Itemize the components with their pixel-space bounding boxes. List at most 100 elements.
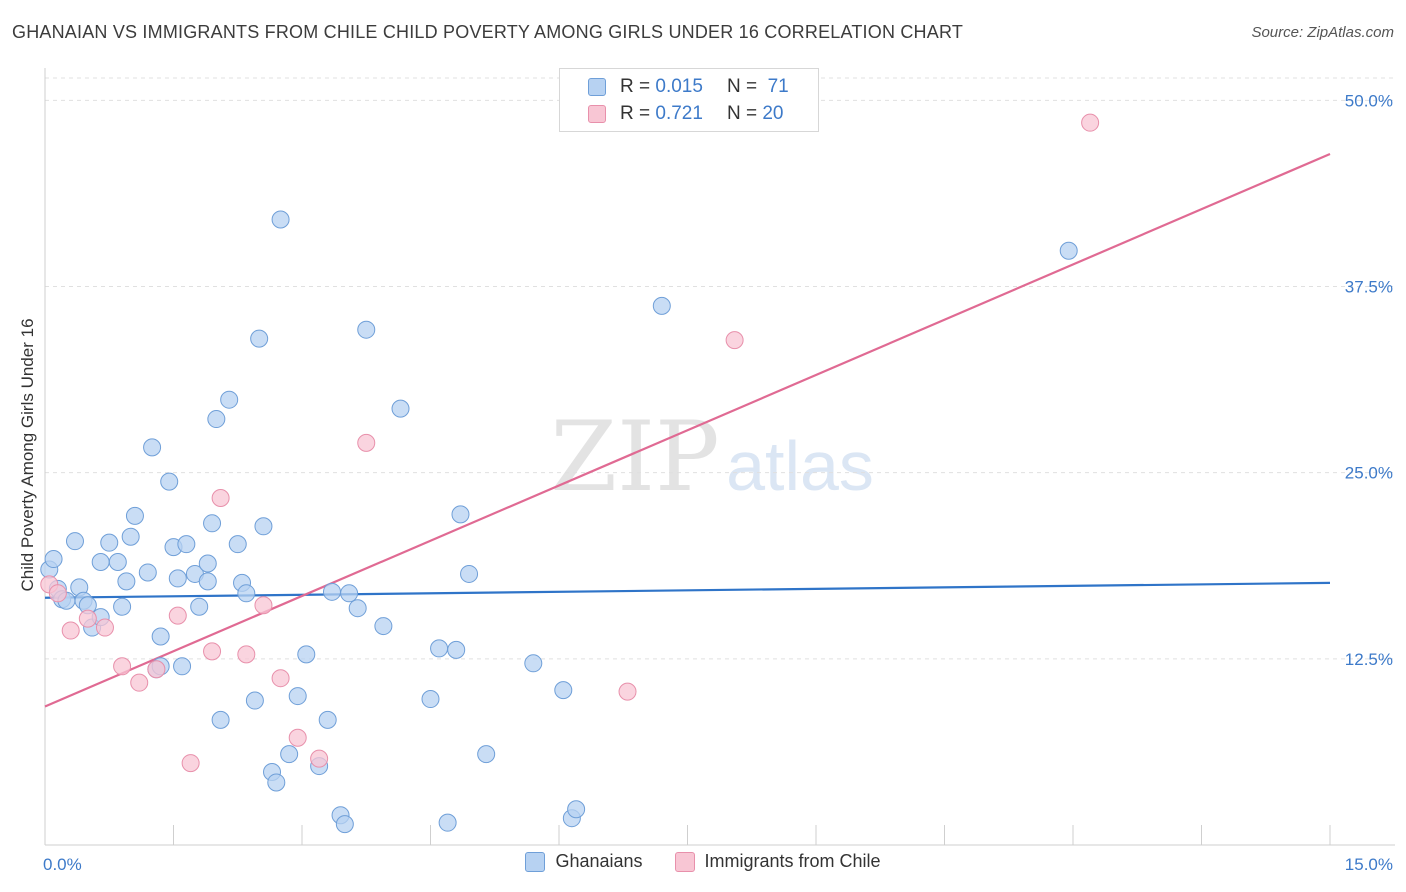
ghanaians-point	[318, 710, 337, 729]
n-value: 71	[767, 76, 789, 97]
tick-labels: 12.5% 25.0% 37.5% 50.0% 0.0% 15.0%	[43, 91, 1393, 874]
chile-point	[357, 433, 376, 452]
r-label: R =	[620, 76, 651, 97]
r-value: 0.721	[655, 103, 703, 124]
legend-row-chile: R = 0.721 N = 20	[588, 102, 783, 126]
ghanaians-point	[143, 438, 162, 457]
chile-point	[288, 728, 307, 747]
ghanaians-point	[198, 554, 217, 573]
ghanaians-point	[113, 597, 132, 616]
ghanaians-point	[288, 687, 307, 706]
ghanaians-point	[374, 617, 393, 636]
source-label: Source: ZipAtlas.com	[1251, 24, 1394, 41]
chile-point	[725, 331, 744, 350]
ghanaians-point	[567, 800, 586, 819]
chart-title: GHANAIAN VS IMMIGRANTS FROM CHILE CHILD …	[12, 22, 964, 42]
data-points	[40, 113, 1100, 834]
ghanaians-point	[267, 773, 286, 792]
legend-row-ghanaians: R = 0.015 N = 71	[588, 75, 789, 99]
r-value: 0.015	[655, 76, 703, 97]
chile-point	[237, 645, 256, 664]
ghanaians-point	[151, 627, 170, 646]
chile-point	[113, 657, 132, 676]
ghanaians-point	[125, 506, 144, 525]
correlation-legend: R = 0.015 N = 71 R = 0.721 N = 20	[559, 68, 819, 132]
pink-swatch	[588, 105, 606, 123]
legend-label: Immigrants from Chile	[704, 851, 881, 871]
ghanaians-point	[237, 584, 256, 603]
chile-point	[147, 660, 166, 679]
ghanaians-point	[173, 657, 192, 676]
ghanaians-point	[1059, 241, 1078, 260]
ghanaians-point	[207, 410, 226, 429]
ghanaians-point	[211, 710, 230, 729]
n-value: 20	[762, 103, 784, 124]
x-tick-label: 0.0%	[43, 855, 82, 874]
grid-lines	[45, 77, 1395, 660]
ghanaians-point	[430, 639, 449, 658]
y-tick-label: 50.0%	[1345, 91, 1393, 110]
ghanaians-point	[340, 584, 359, 603]
ghanaians-point	[447, 640, 466, 659]
ghanaians-point	[348, 599, 367, 618]
ghanaians-point	[271, 210, 290, 229]
ghanaians-point	[117, 572, 136, 591]
ghanaians-point	[160, 472, 179, 491]
watermark-atlas: atlas	[726, 427, 874, 505]
y-axis-label: Child Poverty Among Girls Under 16	[18, 318, 37, 592]
chile-point	[203, 642, 222, 661]
ghanaians-point	[554, 681, 573, 700]
n-label: N =	[726, 103, 758, 124]
legend-label: Ghanaians	[555, 851, 643, 871]
ghanaians-point	[391, 399, 410, 418]
ghanaians-point	[460, 564, 479, 583]
x-tick-label: 15.0%	[1345, 855, 1393, 874]
ghanaians-point	[322, 582, 341, 601]
watermark-zip: ZIP	[550, 401, 719, 513]
ghanaians-point	[108, 553, 127, 572]
ghanaians-point	[524, 654, 543, 673]
ghanaians-point	[168, 569, 187, 588]
blue-swatch	[588, 78, 606, 96]
ghanaians-point	[245, 691, 264, 710]
ghanaians-point	[228, 535, 247, 554]
ghanaians-point	[91, 553, 110, 572]
ghanaians-point	[652, 296, 671, 315]
ghanaians-point	[44, 550, 63, 569]
ghanaians-point	[177, 535, 196, 554]
chile-point	[618, 682, 637, 701]
n-label: N =	[726, 76, 758, 97]
chile-point	[78, 609, 97, 628]
ghanaians-point	[451, 505, 470, 524]
legend-item-chile: Immigrants from Chile	[674, 851, 881, 872]
series-legend: Ghanaians Immigrants from Chile	[0, 851, 1406, 872]
pink-swatch	[674, 851, 695, 872]
ghanaians-point	[138, 563, 157, 582]
legend-item-ghanaians: Ghanaians	[525, 851, 643, 872]
blue-swatch	[525, 851, 546, 872]
chile-point	[211, 488, 230, 507]
chile-point	[61, 621, 80, 640]
chile-point	[310, 749, 329, 768]
chile-point	[95, 618, 114, 637]
trend-lines	[44, 152, 1331, 708]
ghanaians-point	[280, 745, 299, 764]
ghanaians-point	[121, 527, 140, 546]
y-tick-label: 37.5%	[1345, 278, 1393, 297]
chile-point	[48, 584, 67, 603]
chile-point	[181, 754, 200, 773]
r-label: R =	[620, 103, 651, 124]
y-tick-label: 12.5%	[1345, 650, 1393, 669]
chile-trend-line	[44, 152, 1331, 708]
ghanaians-point	[190, 597, 209, 616]
chile-point	[130, 673, 149, 692]
ghanaians-trend-line	[44, 581, 1331, 599]
ghanaians-point	[65, 532, 84, 551]
ghanaians-point	[250, 329, 269, 348]
ghanaians-point	[220, 390, 239, 409]
chile-point	[1081, 113, 1100, 132]
ghanaians-point	[357, 320, 376, 339]
ghanaians-point	[421, 690, 440, 709]
ghanaians-point	[198, 572, 217, 591]
